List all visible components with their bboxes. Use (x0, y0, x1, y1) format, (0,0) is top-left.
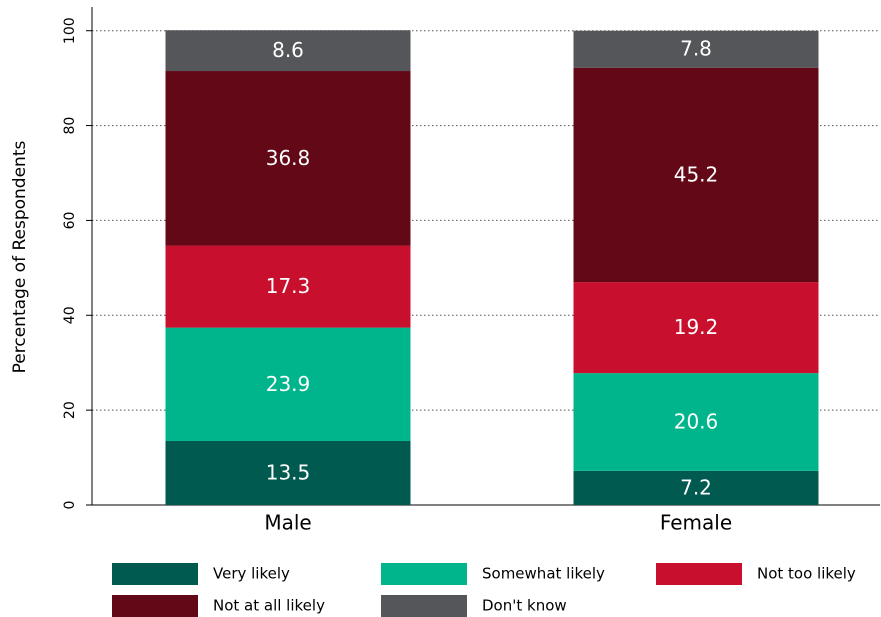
y-tick-label: 40 (62, 306, 78, 324)
value-label: 36.8 (266, 146, 311, 170)
legend-swatch (112, 563, 198, 585)
legend-label: Not too likely (757, 565, 856, 583)
legend-swatch (656, 563, 742, 585)
bar-segment (573, 470, 819, 505)
bar-segment (573, 67, 819, 283)
value-label: 7.2 (680, 475, 712, 499)
value-label: 45.2 (674, 162, 719, 186)
bar-segment (165, 440, 411, 505)
value-label: 19.2 (674, 315, 719, 339)
y-tick-label: 80 (62, 117, 78, 135)
value-label: 7.8 (680, 37, 712, 61)
bar-segment (165, 30, 411, 72)
bar-segment (573, 30, 819, 68)
y-tick-label: 100 (62, 17, 78, 44)
y-tick-label: 20 (62, 401, 78, 419)
y-axis-title: Percentage of Respondents (10, 141, 30, 374)
bar-segment (573, 373, 819, 471)
value-label: 23.9 (266, 372, 311, 396)
legend-label: Very likely (213, 565, 290, 583)
legend-swatch (381, 595, 467, 617)
bar-segment (165, 71, 411, 246)
legend-swatch (112, 595, 198, 617)
legend-label: Somewhat likely (482, 565, 605, 583)
legend-swatch (381, 563, 467, 585)
legend-label: Not at all likely (213, 597, 325, 615)
bar-segment (165, 327, 411, 441)
value-label: 20.6 (674, 410, 719, 434)
value-label: 13.5 (266, 460, 311, 484)
value-label: 8.6 (272, 38, 304, 62)
x-tick-label: Male (264, 511, 311, 535)
bar-segment (165, 245, 411, 328)
y-tick-label: 0 (62, 501, 78, 510)
bar-segment (573, 282, 819, 374)
y-tick-label: 60 (62, 212, 78, 230)
legend-label: Don't know (482, 597, 567, 615)
value-label: 17.3 (266, 274, 311, 298)
x-tick-label: Female (660, 511, 732, 535)
